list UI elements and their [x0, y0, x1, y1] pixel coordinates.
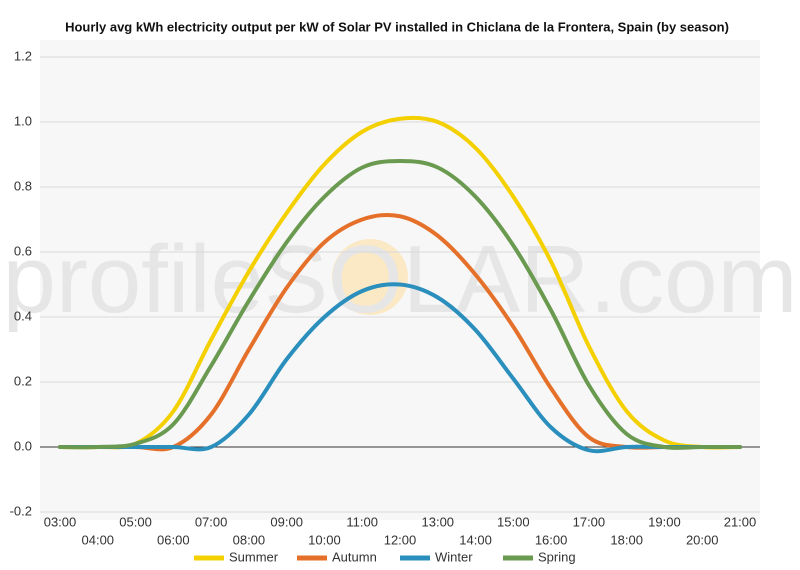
- x-tick-label: 06:00: [157, 532, 190, 547]
- x-tick-label: 20:00: [686, 532, 719, 547]
- y-tick-label: 0.8: [14, 178, 32, 193]
- watermark: profileSOLAR.com: [3, 226, 798, 333]
- x-tick-label: 14:00: [459, 532, 492, 547]
- x-tick-label: 08:00: [233, 532, 266, 547]
- y-tick-label: 0.0: [14, 438, 32, 453]
- x-tick-label: 11:00: [346, 514, 378, 529]
- x-tick-label: 21:00: [724, 514, 757, 529]
- series-line: [58, 282, 742, 454]
- y-tick-label: 0.2: [14, 373, 32, 388]
- x-tick-label: 04:00: [82, 532, 115, 547]
- x-tick-label: 15:00: [497, 514, 530, 529]
- x-tick-label: 03:00: [44, 514, 77, 529]
- x-tick-label: 07:00: [195, 514, 228, 529]
- legend-label: Autumn: [332, 549, 377, 564]
- x-tick-label: 16:00: [535, 532, 568, 547]
- x-tick-label: 13:00: [422, 514, 455, 529]
- x-tick-label: 17:00: [573, 514, 606, 529]
- legend-label: Spring: [538, 549, 576, 564]
- legend-label: Winter: [435, 549, 473, 564]
- x-tick-label: 10:00: [308, 532, 341, 547]
- x-tick-label: 12:00: [384, 532, 417, 547]
- y-tick-label: -0.2: [10, 503, 32, 518]
- x-tick-label: 19:00: [648, 514, 681, 529]
- y-tick-label: 0.4: [14, 308, 32, 323]
- x-tick-label: 05:00: [119, 514, 152, 529]
- chart-title: Hourly avg kWh electricity output per kW…: [65, 19, 729, 34]
- x-tick-label: 18:00: [610, 532, 643, 547]
- x-tick-label: 09:00: [270, 514, 303, 529]
- series-line: [58, 159, 742, 450]
- y-tick-label: 1.2: [14, 48, 32, 63]
- y-tick-label: 1.0: [14, 113, 32, 128]
- y-tick-label: 0.6: [14, 243, 32, 258]
- series-line: [58, 115, 742, 450]
- legend-label: Summer: [229, 549, 279, 564]
